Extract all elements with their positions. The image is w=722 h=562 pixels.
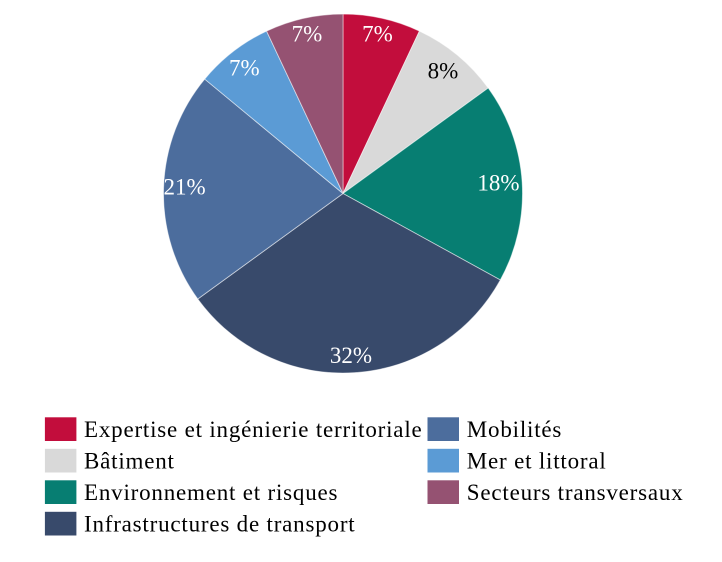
svg-text:Infrastructures de transport: Infrastructures de transport <box>84 512 355 537</box>
svg-text:18%: 18% <box>477 171 519 196</box>
svg-text:21%: 21% <box>164 175 206 200</box>
svg-text:32%: 32% <box>330 343 372 368</box>
svg-text:7%: 7% <box>362 22 393 47</box>
svg-text:7%: 7% <box>229 55 260 80</box>
svg-text:Mobilités: Mobilités <box>467 417 562 442</box>
svg-text:7%: 7% <box>292 22 323 47</box>
svg-text:Bâtiment: Bâtiment <box>84 449 175 474</box>
svg-text:Expertise et ingénierie territ: Expertise et ingénierie territoriale <box>84 417 423 442</box>
svg-text:Mer et littoral: Mer et littoral <box>467 449 607 474</box>
svg-text:8%: 8% <box>428 59 459 84</box>
svg-text:Secteurs transversaux: Secteurs transversaux <box>467 480 684 505</box>
svg-text:Environnement et risques: Environnement et risques <box>84 480 338 505</box>
